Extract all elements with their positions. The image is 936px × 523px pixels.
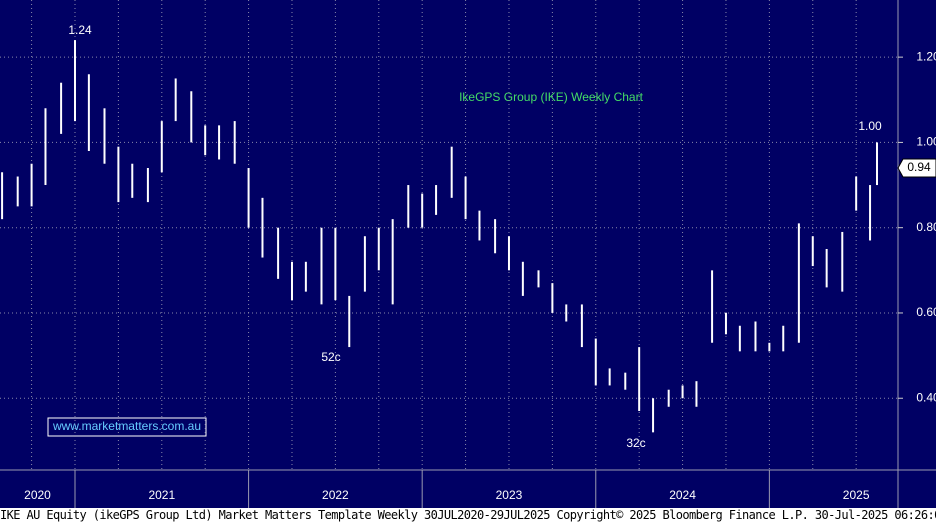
y-tick-label: 0.80 (916, 220, 936, 234)
chart-title: IkeGPS Group (IKE) Weekly Chart (459, 90, 644, 104)
annotation: 1.24 (68, 23, 92, 37)
y-tick-label: 1.00 (916, 135, 936, 149)
plot-area (0, 0, 898, 470)
watermark: www.marketmatters.com.au (52, 419, 201, 433)
x-tick-label: 2022 (322, 488, 349, 502)
x-tick-label: 2025 (843, 488, 870, 502)
last-price-pointer (897, 158, 936, 178)
x-tick-label: 2021 (148, 488, 175, 502)
y-tick-label: 0.60 (916, 305, 936, 319)
y-tick-label: 0.40 (916, 390, 936, 404)
watermark-box (47, 417, 207, 437)
footer: IKE AU Equity (ikeGPS Group Ltd) Market … (0, 508, 936, 523)
x-tick-label: 2020 (24, 488, 51, 502)
x-tick-label: 2024 (669, 488, 696, 502)
annotation: 32c (626, 436, 645, 450)
annotation: 52c (321, 350, 340, 364)
x-tick-label: 2023 (496, 488, 523, 502)
y-tick-label: 1.20 (916, 49, 936, 63)
last-price-label: 0.94 (907, 160, 931, 174)
annotation: 1.00 (858, 119, 882, 133)
chart: IkeGPS Group (IKE) Weekly Chart www.mark… (0, 0, 936, 508)
